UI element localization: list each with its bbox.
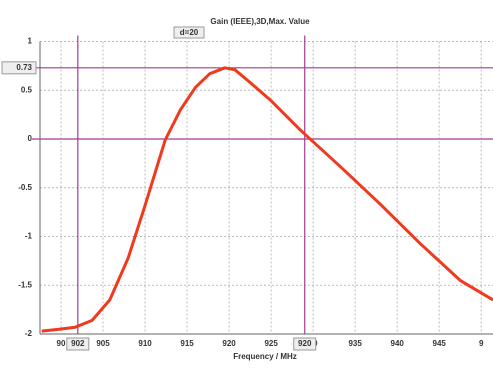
annotation: d=20 <box>180 28 199 37</box>
y-tick-label: -1.5 <box>18 280 32 289</box>
annotation-box <box>173 26 205 39</box>
y-tick-label: 0 <box>28 134 33 143</box>
x-tick-label: 920 <box>222 339 236 348</box>
y-tick-label: 1 <box>28 37 33 46</box>
x-tick-label: 945 <box>433 339 447 348</box>
y-tick-label: -2 <box>25 329 33 338</box>
data-line <box>41 66 493 333</box>
marker-label-box <box>1 61 37 75</box>
x-tick-label: 905 <box>96 339 110 348</box>
x-tick-label: 925 <box>264 339 278 348</box>
x-tick-label: 90 <box>57 339 66 348</box>
x-tick-label: 915 <box>180 339 194 348</box>
marker-label: 920 <box>298 339 312 348</box>
x-tick-label: 9 <box>479 339 484 348</box>
y-tick-label: -0.5 <box>18 183 32 192</box>
x-axis-label: Frequency / MHz <box>233 352 297 361</box>
marker-label-box <box>66 337 90 351</box>
x-tick-label: 935 <box>348 339 362 348</box>
marker-label-box <box>293 337 317 351</box>
x-tick-label: 910 <box>138 339 152 348</box>
y-tick-label: -1 <box>25 232 33 241</box>
marker-label: 902 <box>71 339 85 348</box>
marker-label: 0.73 <box>16 63 32 72</box>
chart-title: Gain (IEEE),3D,Max. Value <box>210 17 310 26</box>
y-tick-label: 0.5 <box>21 85 33 94</box>
x-tick-label: 940 <box>391 339 405 348</box>
